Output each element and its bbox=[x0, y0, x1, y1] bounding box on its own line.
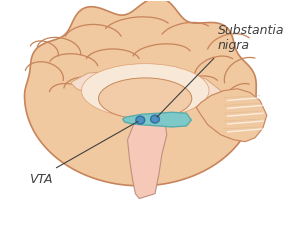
Text: VTA: VTA bbox=[29, 173, 53, 186]
Polygon shape bbox=[70, 72, 221, 108]
Polygon shape bbox=[25, 0, 256, 186]
Polygon shape bbox=[128, 120, 167, 199]
Polygon shape bbox=[123, 113, 191, 128]
Ellipse shape bbox=[136, 117, 145, 124]
Ellipse shape bbox=[99, 78, 192, 120]
Text: Substantia
nigra: Substantia nigra bbox=[218, 24, 284, 52]
Polygon shape bbox=[196, 89, 267, 142]
Ellipse shape bbox=[81, 64, 209, 118]
Ellipse shape bbox=[151, 116, 159, 124]
